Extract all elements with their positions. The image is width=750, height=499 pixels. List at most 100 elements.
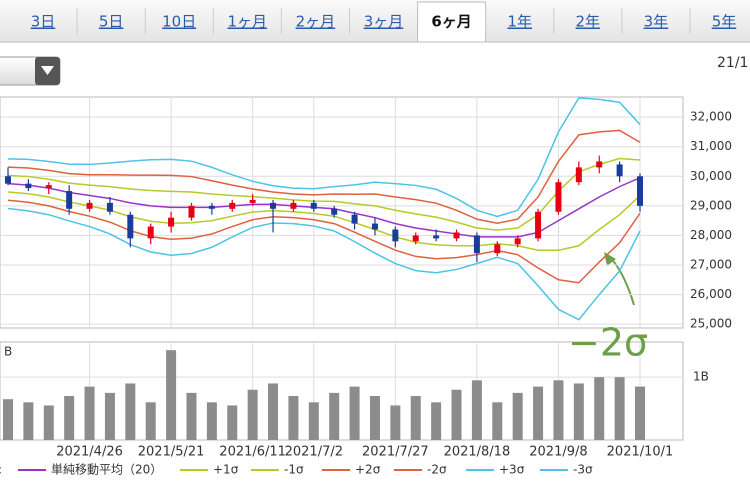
- period-tab[interactable]: 2ヶ月: [296, 13, 336, 31]
- legend-label: +1σ: [213, 463, 239, 477]
- candle-body: [331, 208, 338, 215]
- y-tick-label: 27,000: [690, 258, 732, 272]
- period-tab[interactable]: 2年: [576, 13, 601, 31]
- volume-bar: [369, 396, 380, 440]
- candle-body: [371, 223, 378, 230]
- candle-body: [66, 191, 73, 209]
- volume-bar: [308, 402, 319, 440]
- volume-bar: [125, 383, 136, 440]
- candle-body: [106, 202, 113, 212]
- candle-body: [616, 164, 623, 177]
- candle-body: [290, 202, 297, 209]
- candle-body: [127, 214, 134, 239]
- y-tick-label: 31,000: [690, 139, 732, 153]
- legend-label: 単純移動平均（20）: [51, 463, 162, 477]
- legend-label: -1σ: [284, 463, 304, 477]
- period-tab[interactable]: 3年: [644, 13, 669, 31]
- candle-body: [433, 235, 440, 239]
- candle-body: [5, 176, 11, 184]
- volume-bar: [186, 392, 197, 440]
- volume-bar: [268, 383, 279, 440]
- selected-tab: [417, 1, 487, 43]
- band-line: [7, 199, 641, 284]
- volume-bar: [553, 380, 564, 440]
- volume-bar: [43, 405, 54, 440]
- volume-bar: [471, 380, 482, 440]
- y-tick-label: 28,000: [690, 228, 732, 242]
- volume-bar: [227, 405, 238, 440]
- candle-body: [147, 226, 154, 239]
- period-tab[interactable]: 10日: [162, 13, 196, 31]
- band-line: [7, 207, 641, 321]
- volume-bar: [349, 386, 360, 440]
- period-dropdown[interactable]: [0, 56, 61, 86]
- annotation-arrowhead: [604, 252, 616, 266]
- price-frame: [0, 96, 684, 329]
- annotation: −2σ: [568, 321, 648, 365]
- volume-bar: [390, 405, 401, 440]
- y-tick-label: 29,000: [690, 198, 732, 212]
- candle-body: [392, 229, 399, 242]
- candle-body: [412, 235, 419, 242]
- candle-body: [575, 167, 582, 183]
- period-tab[interactable]: 5年: [712, 13, 737, 31]
- volume-frame: [0, 341, 684, 441]
- y-tick-label: 25,000: [690, 317, 732, 331]
- tab-bar: [0, 0, 750, 42]
- x-tick-label: 2021/6/11: [219, 445, 286, 460]
- candle-body: [596, 161, 603, 168]
- band-line: [7, 157, 641, 231]
- y-tick-label: 32,000: [690, 110, 732, 124]
- candle-body: [270, 202, 277, 209]
- volume-unit: B: [4, 345, 12, 359]
- x-tick-label: 2021/10/1: [607, 445, 674, 460]
- legend-label: -3σ: [573, 463, 593, 477]
- volume-bar: [431, 402, 442, 440]
- band-line: [7, 129, 641, 225]
- candle-body: [45, 185, 52, 189]
- volume-bar: [594, 377, 605, 440]
- x-tick-label: 2021/5/21: [138, 445, 205, 460]
- x-tick-label: 2021/7/2: [285, 445, 343, 460]
- period-tab[interactable]: 3日: [31, 13, 56, 31]
- volume-bar: [533, 386, 544, 440]
- volume-bar: [247, 389, 258, 440]
- y-tick-label: 26,000: [690, 287, 732, 301]
- volume-bar: [64, 396, 75, 440]
- volume-bar: [329, 392, 340, 440]
- legend-label: +2σ: [355, 463, 381, 477]
- volume-bar: [492, 402, 503, 440]
- period-tab[interactable]: 3ヶ月: [364, 13, 404, 31]
- volume-bar: [104, 392, 115, 440]
- volume-bar: [166, 350, 177, 440]
- volume-bar: [23, 402, 34, 440]
- date-label: 21/1: [717, 55, 748, 71]
- y-tick-label: 1B: [693, 370, 709, 384]
- candle-body: [637, 176, 643, 206]
- x-tick-label: 2021/8/18: [444, 445, 511, 460]
- y-tick-label: 30,000: [690, 169, 732, 183]
- period-tab[interactable]: 1年: [507, 13, 532, 31]
- candle-body: [473, 235, 480, 254]
- candle-body: [494, 244, 501, 254]
- period-tab[interactable]: 1ヶ月: [228, 13, 268, 31]
- band-line: [7, 177, 641, 238]
- volume-bar: [635, 386, 645, 440]
- volume-bar: [512, 392, 523, 440]
- band-line: [7, 191, 641, 251]
- candle-body: [168, 217, 175, 227]
- candle-body: [453, 232, 460, 239]
- candle-body: [86, 202, 93, 209]
- volume-bar: [451, 389, 462, 440]
- period-tab[interactable]: 6ヶ月: [431, 13, 471, 31]
- legend-label: +3σ: [499, 463, 525, 477]
- period-tab[interactable]: 5日: [99, 13, 124, 31]
- x-tick-label: 2021/7/27: [362, 445, 429, 460]
- candle-body: [310, 202, 317, 209]
- x-tick-label: 2021/9/8: [529, 445, 587, 460]
- candle-body: [229, 202, 236, 209]
- band-line: [7, 97, 641, 218]
- x-tick-label: 2021/4/26: [56, 445, 123, 460]
- legend-label: -2σ: [427, 463, 447, 477]
